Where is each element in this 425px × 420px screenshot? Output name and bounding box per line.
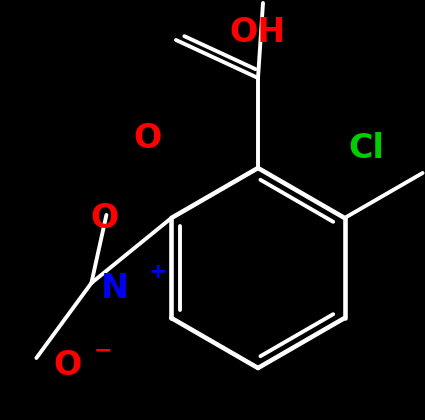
Text: +: +: [149, 262, 167, 282]
Text: N: N: [101, 271, 129, 304]
Text: OH: OH: [230, 16, 286, 48]
Text: Cl: Cl: [348, 131, 384, 165]
Text: O: O: [134, 121, 162, 155]
Text: O: O: [91, 202, 119, 234]
Text: −: −: [94, 340, 112, 360]
Text: O: O: [54, 349, 82, 381]
